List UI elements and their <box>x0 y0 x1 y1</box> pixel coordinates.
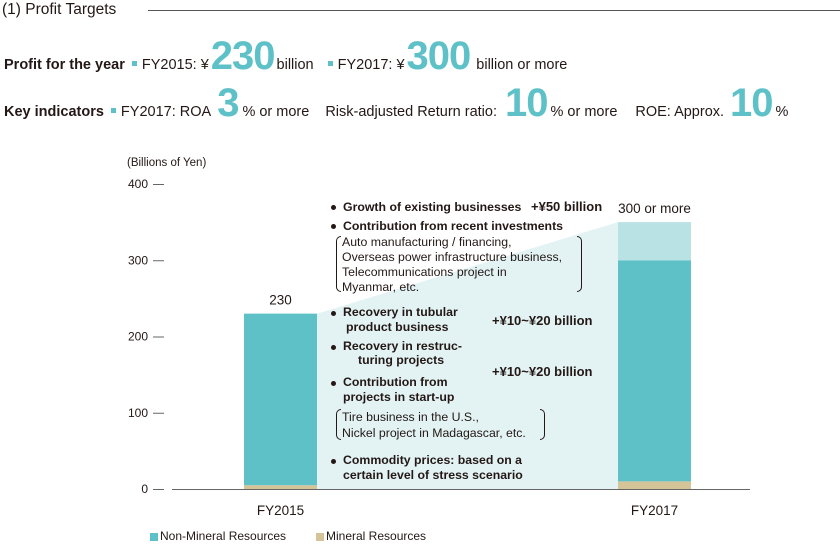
paren-right <box>540 409 545 440</box>
bridge-item-6: certain level of stress scenario <box>343 468 523 482</box>
bar-segment <box>618 222 691 261</box>
bridge-item-2-detail: Telecommunications project in <box>342 265 507 279</box>
rar-prefix: Risk-adjusted Return ratio: <box>325 104 497 120</box>
bullet-dot-icon <box>331 311 336 316</box>
roe-suffix: % <box>775 104 789 120</box>
bridge-item-5-detail: Nickel project in Madagascar, etc. <box>342 426 526 440</box>
paren-right <box>577 236 582 292</box>
profit-fy2017-suffix: billion or more <box>476 57 568 73</box>
bridge-item-2: Contribution from recent investments <box>343 219 563 233</box>
profit-fy2015-value: 230 <box>210 34 276 78</box>
y-tick-label: 300 <box>128 253 148 267</box>
bullet-square-icon <box>110 108 116 113</box>
bridge-item-5: Contribution from <box>343 375 448 389</box>
bar-segment <box>244 485 317 489</box>
x-axis-labels: FY2015 FY2017 <box>257 503 678 518</box>
y-tick-label: 100 <box>128 406 148 420</box>
rar-suffix: % or more <box>550 104 618 120</box>
x-tick-label: FY2017 <box>631 503 678 518</box>
bullet-square-icon <box>131 61 137 66</box>
legend-swatch-mineral <box>316 533 324 541</box>
bar-segment <box>244 313 317 486</box>
bridge-item-2-detail: Overseas power infrastructure business, <box>342 250 563 264</box>
bridge-item-5: projects in start-up <box>343 390 455 404</box>
y-tick-label: 0 <box>141 482 148 496</box>
bridge-item-1-amount: +¥50 billion <box>531 199 603 214</box>
y-tick-label: 200 <box>128 330 148 344</box>
bridge-item-5-detail: Tire business in the U.S., <box>342 410 479 424</box>
profit-label: Profit for the year <box>4 57 125 73</box>
y-axis: 0 100 200 300 400 <box>128 177 164 496</box>
profit-fy2017-value: 300 <box>406 34 472 78</box>
total-label: 300 or more <box>618 201 691 216</box>
bridge-item-1: Growth of existing businesses <box>343 200 522 214</box>
profit-fy2015-prefix: FY2015: ¥ <box>141 57 209 73</box>
bullet-dot-icon <box>331 345 336 350</box>
bridge-item-4: Recovery in restruc- <box>343 339 462 353</box>
bullet-dot-icon <box>331 459 336 464</box>
y-axis-label: (Billions of Yen) <box>127 157 206 169</box>
bullet-square-icon <box>327 61 333 66</box>
total-labels: 230 300 or more <box>269 201 691 308</box>
profit-fy2017-prefix: FY2017: ¥ <box>337 57 405 73</box>
bridge-item-2-detail: Myanmar, etc. <box>342 280 420 294</box>
bullet-dot-icon <box>331 381 336 386</box>
bars-group <box>244 222 691 489</box>
bar-segment <box>618 260 691 482</box>
bridge-item-3: Recovery in tubular <box>343 305 458 319</box>
bar-segment <box>618 481 691 489</box>
bridge-item-3-amount: +¥10~¥20 billion <box>492 313 593 328</box>
roe-prefix: ROE: Approx. <box>635 104 725 120</box>
y-tick-label: 400 <box>128 177 148 191</box>
legend-label-mineral: Mineral Resources <box>326 529 427 543</box>
legend-label-non-mineral: Non-Mineral Resources <box>160 529 287 543</box>
bullet-dot-icon <box>331 205 336 210</box>
roa-value: 3 <box>217 81 239 125</box>
bridge-item-6: Commodity prices: based on a <box>343 453 523 467</box>
profit-fy2015-suffix: billion <box>276 57 314 73</box>
title-rule <box>148 10 840 11</box>
roa-suffix: % or more <box>242 104 310 120</box>
bridge-item-3: product business <box>346 320 449 334</box>
bridge-area <box>317 222 618 489</box>
bridge-item-4: turing projects <box>358 353 445 367</box>
x-tick-label: FY2015 <box>257 503 304 518</box>
legend-swatch-non-mineral <box>150 533 158 541</box>
indicators-row: Key indicators FY2017: ROA 3 % or more R… <box>4 83 788 123</box>
roe-value: 10 <box>730 81 773 125</box>
indicators-label: Key indicators <box>4 104 104 120</box>
paren-left <box>336 236 341 292</box>
bridge-item-2-detail: Auto manufacturing / financing, <box>342 235 512 249</box>
profit-row: Profit for the year FY2015: ¥ 230 billio… <box>4 36 567 76</box>
section-title: (1) Profit Targets <box>2 1 117 18</box>
bridge-item-45-amount: +¥10~¥20 billion <box>492 364 593 379</box>
rar-value: 10 <box>505 81 548 125</box>
total-label: 230 <box>269 293 292 308</box>
bullet-dot-icon <box>331 224 336 229</box>
roa-prefix: FY2017: ROA <box>120 104 212 120</box>
paren-left <box>336 409 341 440</box>
